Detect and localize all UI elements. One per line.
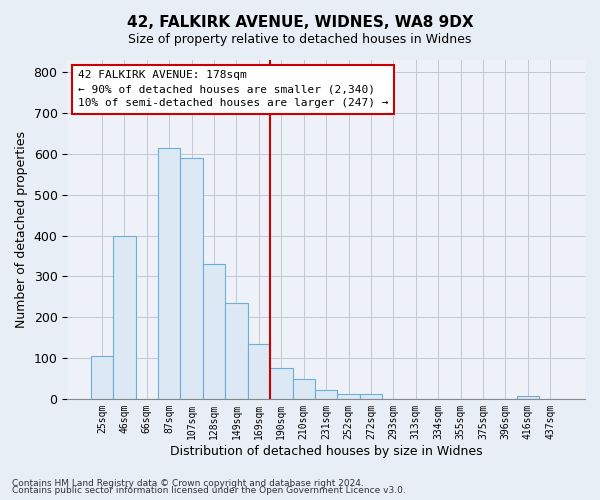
Text: 42, FALKIRK AVENUE, WIDNES, WA8 9DX: 42, FALKIRK AVENUE, WIDNES, WA8 9DX (127, 15, 473, 30)
Bar (181, 158, 203, 399)
Bar (270, 368, 293, 399)
Bar (517, 396, 539, 399)
Bar (113, 236, 136, 399)
Text: Contains public sector information licensed under the Open Government Licence v3: Contains public sector information licen… (12, 486, 406, 495)
Bar (248, 344, 270, 399)
Y-axis label: Number of detached properties: Number of detached properties (15, 131, 28, 328)
Bar (360, 394, 382, 399)
Bar (203, 264, 225, 399)
Bar (337, 394, 360, 399)
Bar (225, 303, 248, 399)
Bar (91, 356, 113, 399)
X-axis label: Distribution of detached houses by size in Widnes: Distribution of detached houses by size … (170, 444, 482, 458)
Text: 42 FALKIRK AVENUE: 178sqm
← 90% of detached houses are smaller (2,340)
10% of se: 42 FALKIRK AVENUE: 178sqm ← 90% of detac… (77, 70, 388, 108)
Bar (315, 390, 337, 399)
Bar (158, 148, 181, 399)
Text: Size of property relative to detached houses in Widnes: Size of property relative to detached ho… (128, 32, 472, 46)
Text: Contains HM Land Registry data © Crown copyright and database right 2024.: Contains HM Land Registry data © Crown c… (12, 478, 364, 488)
Bar (293, 379, 315, 399)
